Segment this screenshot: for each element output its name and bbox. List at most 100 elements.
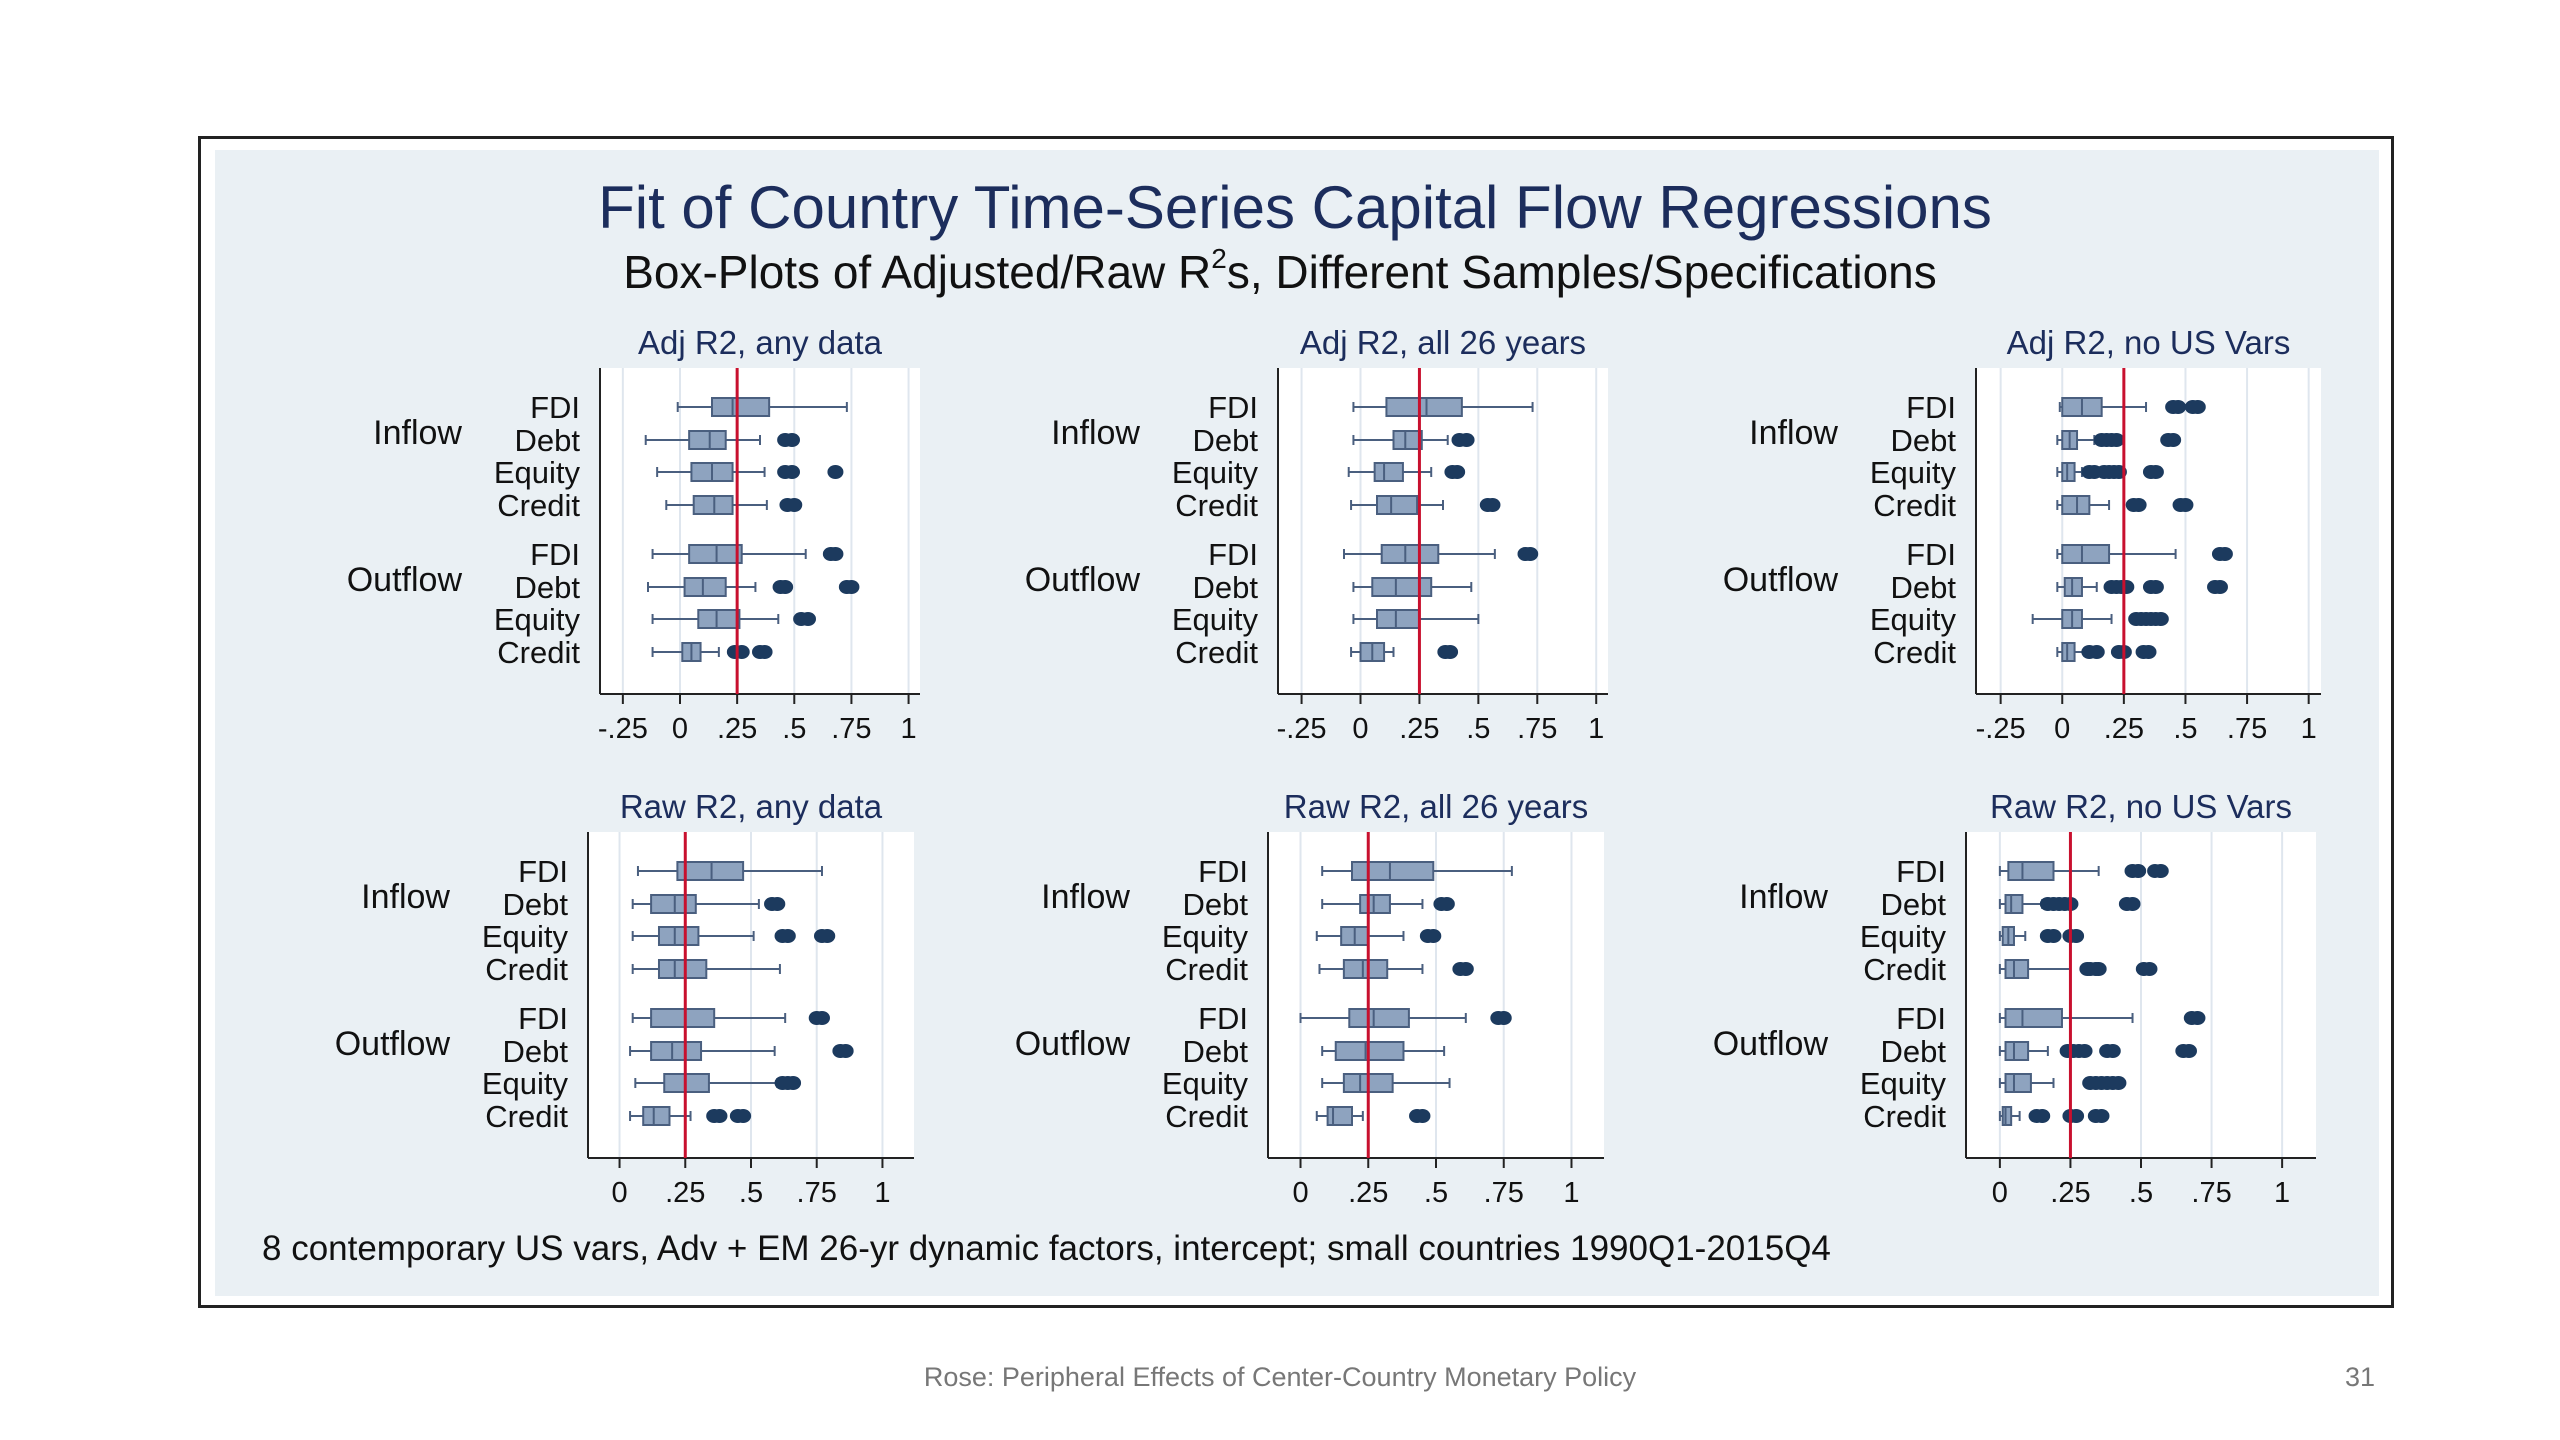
group-label: Outflow [1015,1025,1131,1063]
outlier-point [735,1109,752,1123]
box [2061,544,2111,564]
outlier-point [2076,1044,2093,1058]
tick-label: .5 [1466,713,1490,745]
outlier-point [800,612,816,626]
chart-note: 8 contemporary US vars, Adv + EM 26-yr d… [262,1229,1831,1268]
tick-label: 0 [611,1177,627,1209]
chart-subtitle: Box-Plots of Adjusted/Raw R2s, Different… [623,243,1937,298]
outlier-point [2211,580,2228,594]
box [1326,1106,1354,1126]
outlier-point [2045,929,2062,943]
category-label: Equity [1860,919,1947,954]
panel-title: Adj R2, all 26 years [1300,324,1586,361]
tick-label: .75 [831,713,871,745]
category-label: Equity [494,455,581,490]
group-label: Inflow [1041,878,1130,916]
category-label: Credit [1165,1099,1248,1134]
outlier-point [1457,962,1474,976]
outlier-point [1442,645,1459,659]
outlier-point [2068,1109,2085,1123]
box [2061,462,2076,482]
box [1342,959,1389,979]
category-label: FDI [1906,390,1956,425]
category-label: Debt [1881,1034,1947,1069]
panel-1: -.25 0 .25 .5 .75 1 Adj R2, any data Inflow Outf… [347,324,920,745]
outlier-point [2130,498,2147,512]
tick-label: .75 [2227,713,2267,745]
group-label: Outflow [1723,561,1839,599]
category-label: Credit [1863,1099,1946,1134]
category-label: Credit [485,952,568,987]
box [1392,430,1423,450]
category-label: FDI [518,854,568,889]
box [2063,577,2083,597]
box [688,544,743,564]
box [2004,1041,2030,1061]
tick-label: 0 [672,713,688,745]
box [692,495,734,515]
panel-title: Adj R2, any data [638,324,883,361]
box [2061,642,2076,662]
tick-label: .5 [739,1177,763,1209]
group-label: Outflow [1713,1025,1829,1063]
box [1359,894,1391,914]
category-label: Credit [1175,488,1258,523]
subtitle-post: s, Different Samples/Specifications [1227,246,1937,298]
box [1376,495,1419,515]
chart-title: Fit of Country Time-Series Capital Flow … [598,174,1992,241]
outlier-point [2152,864,2169,878]
plot-area [600,368,920,694]
category-label: FDI [1208,390,1258,425]
outlier-point [1438,897,1455,911]
panel-title: Raw R2, any data [620,788,883,825]
box [1371,577,1433,597]
outlier-point [785,1076,802,1090]
outlier-point [819,929,836,943]
group-label: Inflow [1051,414,1140,452]
outlier-point [2177,498,2194,512]
box [2004,959,2030,979]
box [650,1041,703,1061]
tick-label: .25 [2104,713,2144,745]
box [657,959,708,979]
outlier-point [2034,1109,2051,1123]
category-label: FDI [1896,854,1946,889]
box [1351,861,1435,881]
box [642,1106,671,1126]
outlier-point [779,929,796,943]
box [2004,894,2024,914]
outlier-point [784,465,800,479]
tick-label: .25 [1399,713,1439,745]
outlier-point [2216,547,2233,561]
group-label: Inflow [1749,414,1838,452]
group-label: Outflow [1025,561,1141,599]
box [650,1008,716,1028]
outlier-point [786,498,803,512]
box [1348,1008,1410,1028]
category-label: Debt [1183,1034,1249,1069]
outlier-point [827,465,844,479]
category-label: Equity [1162,1066,1249,1101]
tick-label: 0 [1292,1177,1308,1209]
panel-title: Raw R2, all 26 years [1284,788,1588,825]
tick-label: .5 [2173,713,2197,745]
box [650,894,697,914]
panel-5: 0 .25 .5 .75 1 Raw R2, all 26 years Inflow Outf… [1015,788,1604,1209]
category-label: Credit [1873,488,1956,523]
category-label: Debt [1183,887,1249,922]
outlier-point [2189,1011,2206,1025]
category-label: FDI [1906,537,1956,572]
category-label: FDI [1896,1001,1946,1036]
category-label: Debt [1193,570,1259,605]
outlier-point [2088,645,2105,659]
group-label: Inflow [361,878,450,916]
category-label: Credit [1165,952,1248,987]
tick-label: 1 [1563,1177,1579,1209]
outlier-point [2104,1044,2121,1058]
tick-label: .25 [2050,1177,2090,1209]
category-label: Equity [482,1066,569,1101]
panel-2: -.25 0 .25 .5 .75 1 Adj R2, all 26 years Inflow… [1025,324,1608,745]
box [2001,1106,2013,1126]
outlier-point [2140,645,2157,659]
outlier-point [843,580,860,594]
